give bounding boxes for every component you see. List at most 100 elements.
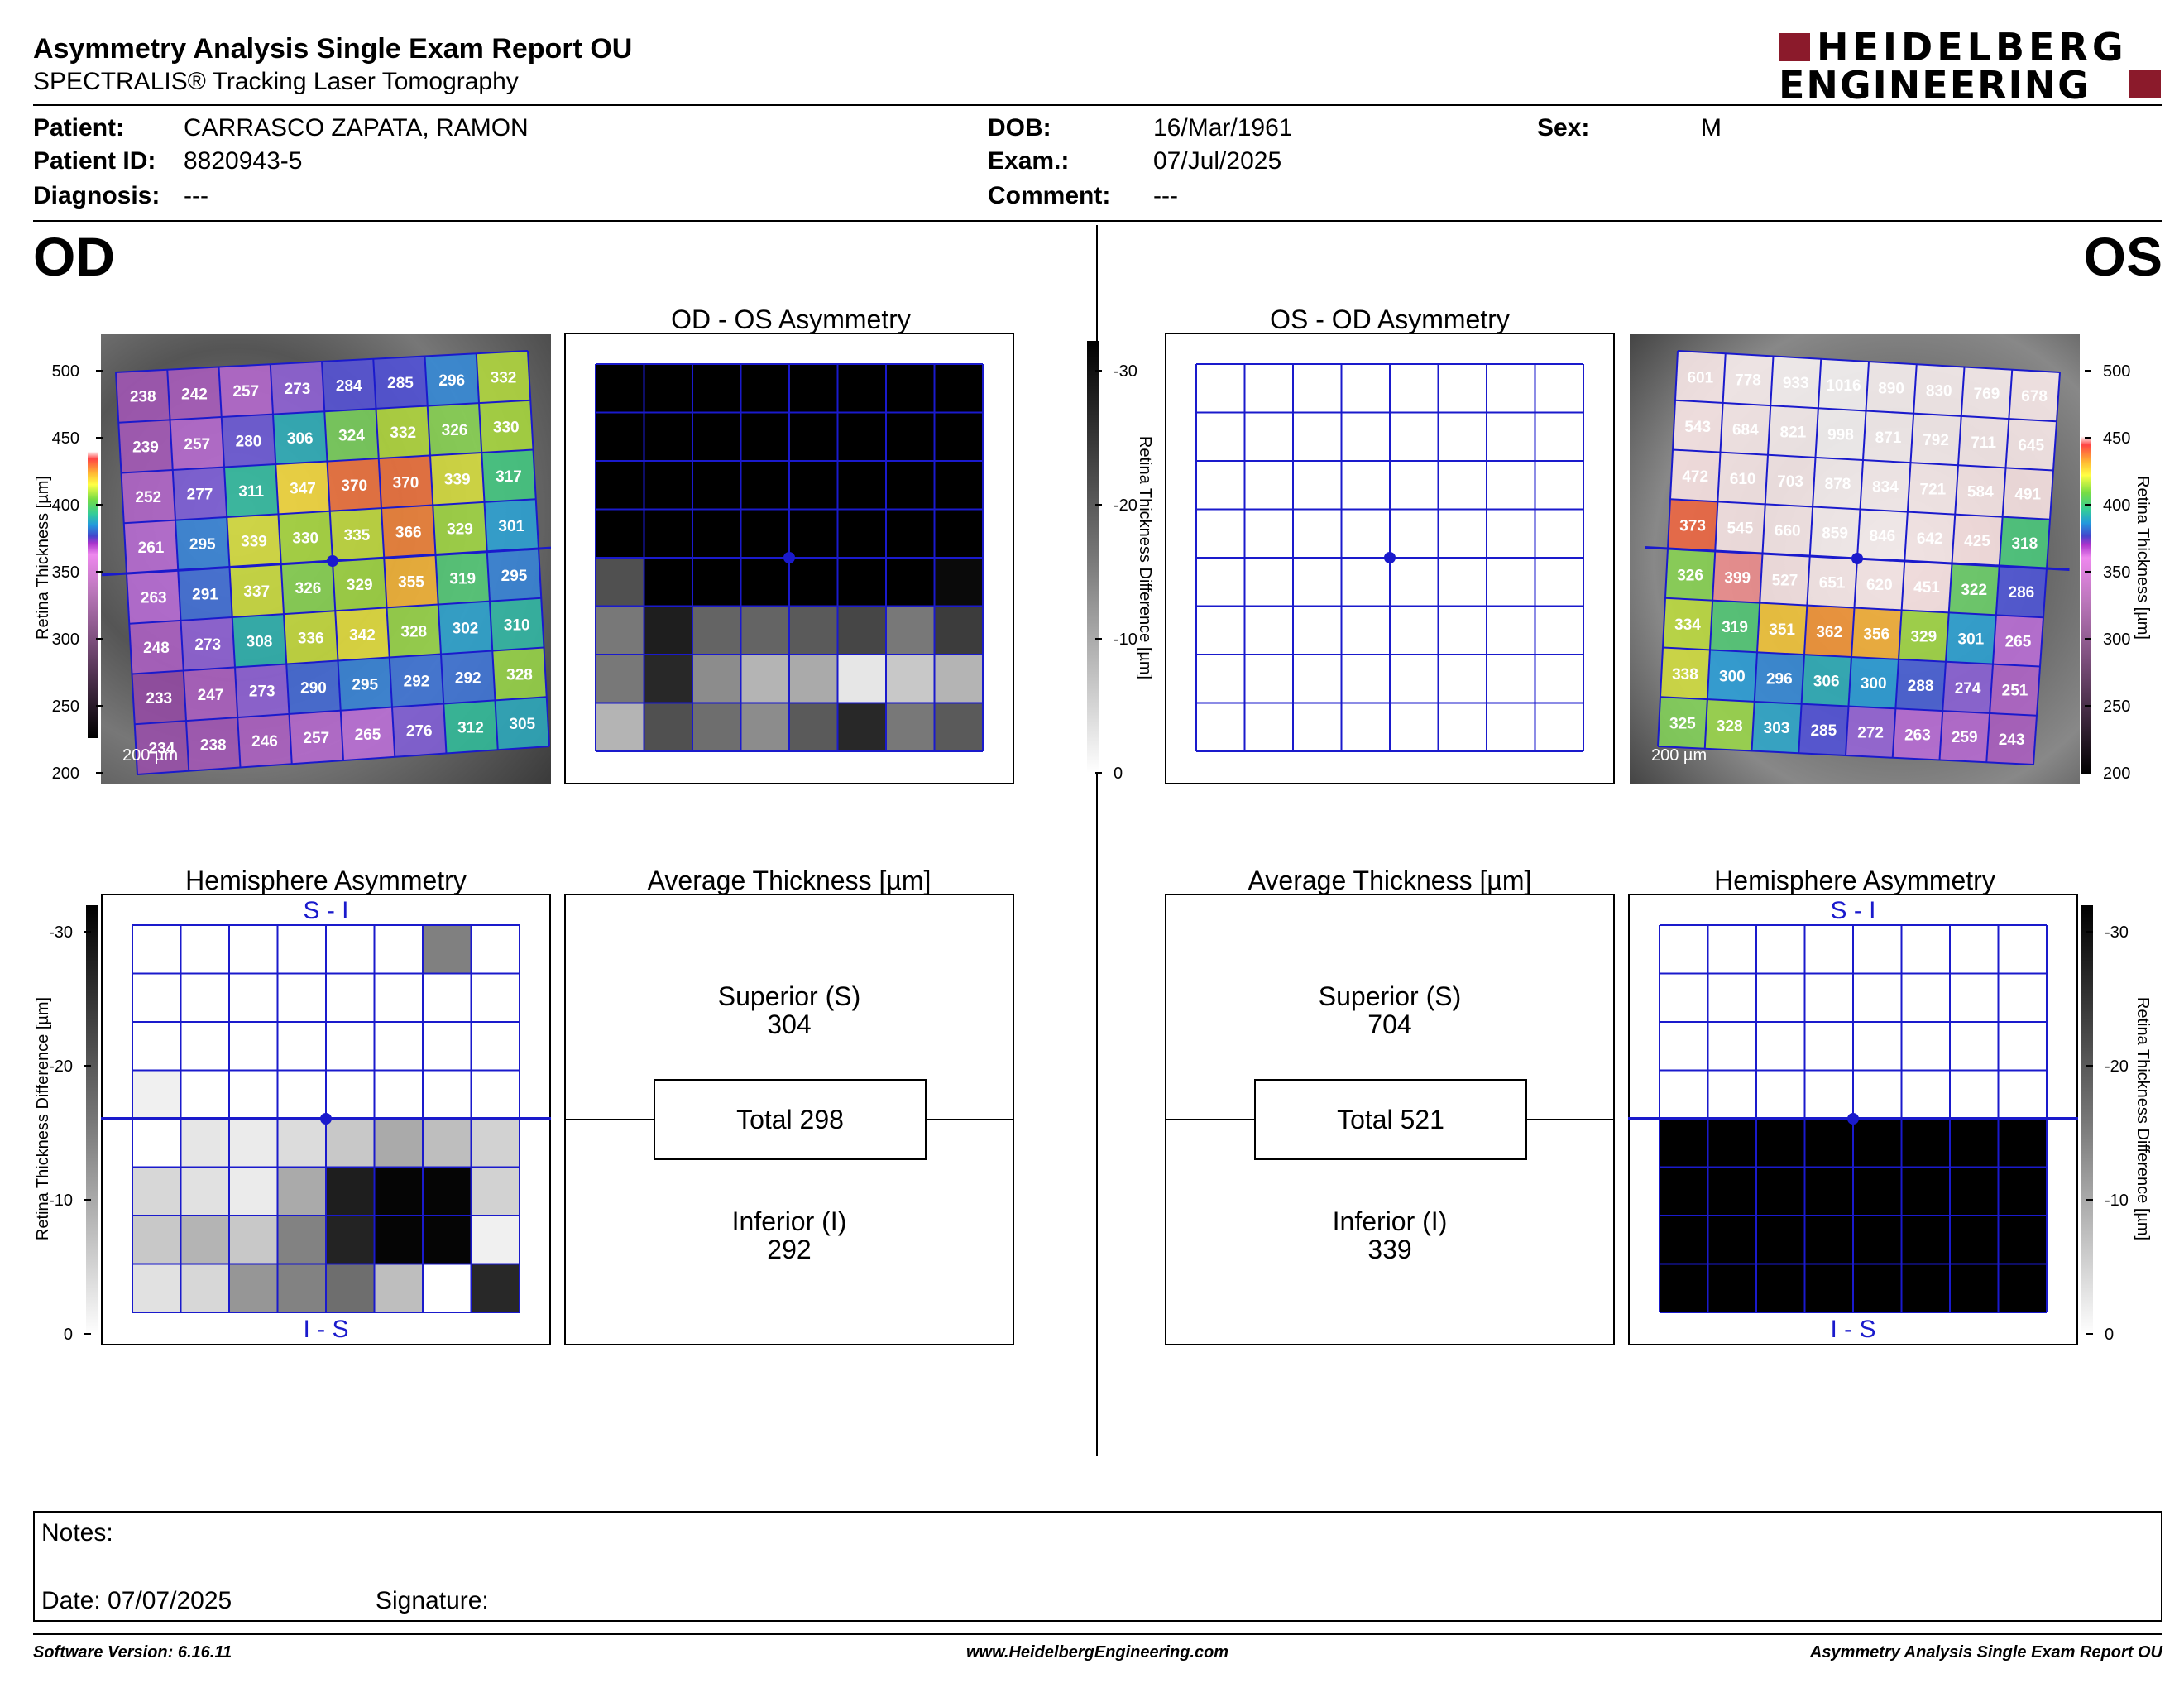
od-map-cell xyxy=(221,414,276,468)
os-asym-cell xyxy=(1244,558,1293,607)
od-asym-cell xyxy=(886,655,935,703)
od-asym-cell xyxy=(789,461,838,510)
od-map-value: 257 xyxy=(184,436,210,453)
od-map-cell xyxy=(324,408,379,462)
os-map-cell xyxy=(1707,650,1757,702)
od-map-cell xyxy=(278,511,333,564)
os-map-cell xyxy=(1804,605,1855,657)
od-asym-cell xyxy=(837,412,886,461)
od-asym-cell xyxy=(789,364,838,413)
od-map-cell xyxy=(340,707,395,760)
od-hemi-cell xyxy=(277,1070,326,1119)
os-asym-cell xyxy=(1487,606,1535,655)
os-map-value: 859 xyxy=(1822,525,1848,543)
os-map-value: 645 xyxy=(2018,437,2044,454)
os-map-value: 301 xyxy=(1958,631,1985,649)
od-map-cell xyxy=(183,667,238,722)
os-map-value: 288 xyxy=(1908,678,1934,695)
os-map-cell xyxy=(1813,457,1863,510)
od-avg-title: Average Thickness [µm] xyxy=(647,866,932,895)
os-superior-label: Superior (S) xyxy=(1318,981,1462,1011)
os-map-value: 543 xyxy=(1684,419,1711,436)
od-map-value: 238 xyxy=(200,736,227,754)
os-hemi-cell xyxy=(1707,1167,1756,1216)
os-map-cell xyxy=(1857,509,1908,561)
os-map-value: 878 xyxy=(1825,476,1851,493)
od-map-value: 276 xyxy=(406,723,433,741)
os-hemi-cell xyxy=(1950,973,1999,1022)
od-os-asym-frame xyxy=(564,333,1014,784)
od-map-cell xyxy=(443,700,498,754)
os-hemi-cell xyxy=(1950,1264,1999,1312)
od-map-value: 273 xyxy=(285,381,311,398)
od-hemi-cell xyxy=(180,1022,229,1071)
od-asym-cell xyxy=(596,412,644,461)
os-map-grid-line xyxy=(1662,646,2041,668)
os-map-value: 296 xyxy=(1766,670,1793,688)
info-divider xyxy=(33,220,2162,222)
comment-value: --- xyxy=(1153,182,1178,209)
os-asym-cell xyxy=(1293,703,1342,751)
website-link[interactable]: www.HeidelbergEngineering.com xyxy=(966,1643,1229,1662)
od-map-value: 291 xyxy=(192,587,218,604)
od-hemi-cell xyxy=(326,1022,375,1071)
os-hemi-cell xyxy=(1707,1070,1756,1119)
os-hemi-cell xyxy=(1804,1216,1853,1264)
dob-value: 16/Mar/1961 xyxy=(1153,114,1293,141)
os-map-cell xyxy=(1961,367,2013,420)
os-map-cell xyxy=(1765,454,1816,507)
os-map-cell xyxy=(1899,610,1949,662)
os-map-grid-line xyxy=(1660,696,2038,717)
os-map-cell xyxy=(1948,563,2000,616)
od-hemi-grid xyxy=(101,924,551,1313)
od-map-value: 308 xyxy=(247,633,273,650)
os-hemi-cell xyxy=(1901,1022,1950,1071)
od-map-value: 329 xyxy=(347,577,373,594)
od-map-cell xyxy=(392,703,447,757)
os-scale-bar: 200 µm xyxy=(1651,746,1707,765)
os-map-value: 285 xyxy=(1810,722,1837,740)
os-thickness-map: 601 778 933 1016 890 830 769 678 543 684 821 998 871… xyxy=(1645,350,2070,765)
od-map-cell xyxy=(427,403,482,456)
os-asym-cell xyxy=(1535,703,1583,751)
od-inferior-value: 292 xyxy=(767,1235,812,1264)
od-hemi-cell xyxy=(132,1216,181,1264)
os-map-value: 362 xyxy=(1816,624,1842,641)
os-map-value: 660 xyxy=(1774,523,1801,540)
od-hemi-cell xyxy=(229,1119,278,1168)
os-map-cell xyxy=(1815,408,1866,460)
os-map-cell xyxy=(1658,697,1707,749)
os-superior-value: 704 xyxy=(1367,1009,1412,1039)
os-asym-cell xyxy=(1341,558,1390,607)
software-version: Software Version: 6.16.11 xyxy=(33,1643,232,1662)
od-map-cell xyxy=(484,499,539,552)
od-hemi-cell xyxy=(471,1022,520,1071)
od-map-value: 329 xyxy=(447,521,473,539)
os-asym-cell xyxy=(1196,412,1245,461)
os-hemi-cell xyxy=(1901,973,1950,1022)
od-map-cell xyxy=(438,601,493,655)
os-map-value: 356 xyxy=(1863,626,1889,644)
od-map-cell xyxy=(170,417,224,470)
os-hemi-cell xyxy=(1756,973,1805,1022)
os-asym-cell xyxy=(1390,558,1439,607)
od-map-cell xyxy=(270,362,325,415)
od-map-cell xyxy=(280,561,336,615)
od-asym-cell xyxy=(934,558,983,607)
os-asym-cell xyxy=(1487,412,1535,461)
od-avg-frame: Superior (S) 304 Total 298 Inferior (I) … xyxy=(564,894,1014,1345)
os-hemi-cell xyxy=(1998,1119,2047,1168)
os-hemi-fovea-dot xyxy=(1847,1113,1859,1125)
od-map-cell xyxy=(441,650,496,704)
od-hemi-cell xyxy=(132,925,181,974)
od-map-value: 302 xyxy=(453,621,479,638)
os-asym-cell xyxy=(1244,461,1293,510)
od-hemi-cell xyxy=(374,1216,423,1264)
os-asym-cell xyxy=(1341,461,1390,510)
os-hemi-cell xyxy=(1756,1022,1805,1071)
od-asym-cell xyxy=(934,655,983,703)
os-hemi-cell xyxy=(1901,925,1950,974)
od-map-value: 234 xyxy=(149,741,175,758)
od-map-value: 273 xyxy=(249,683,275,701)
